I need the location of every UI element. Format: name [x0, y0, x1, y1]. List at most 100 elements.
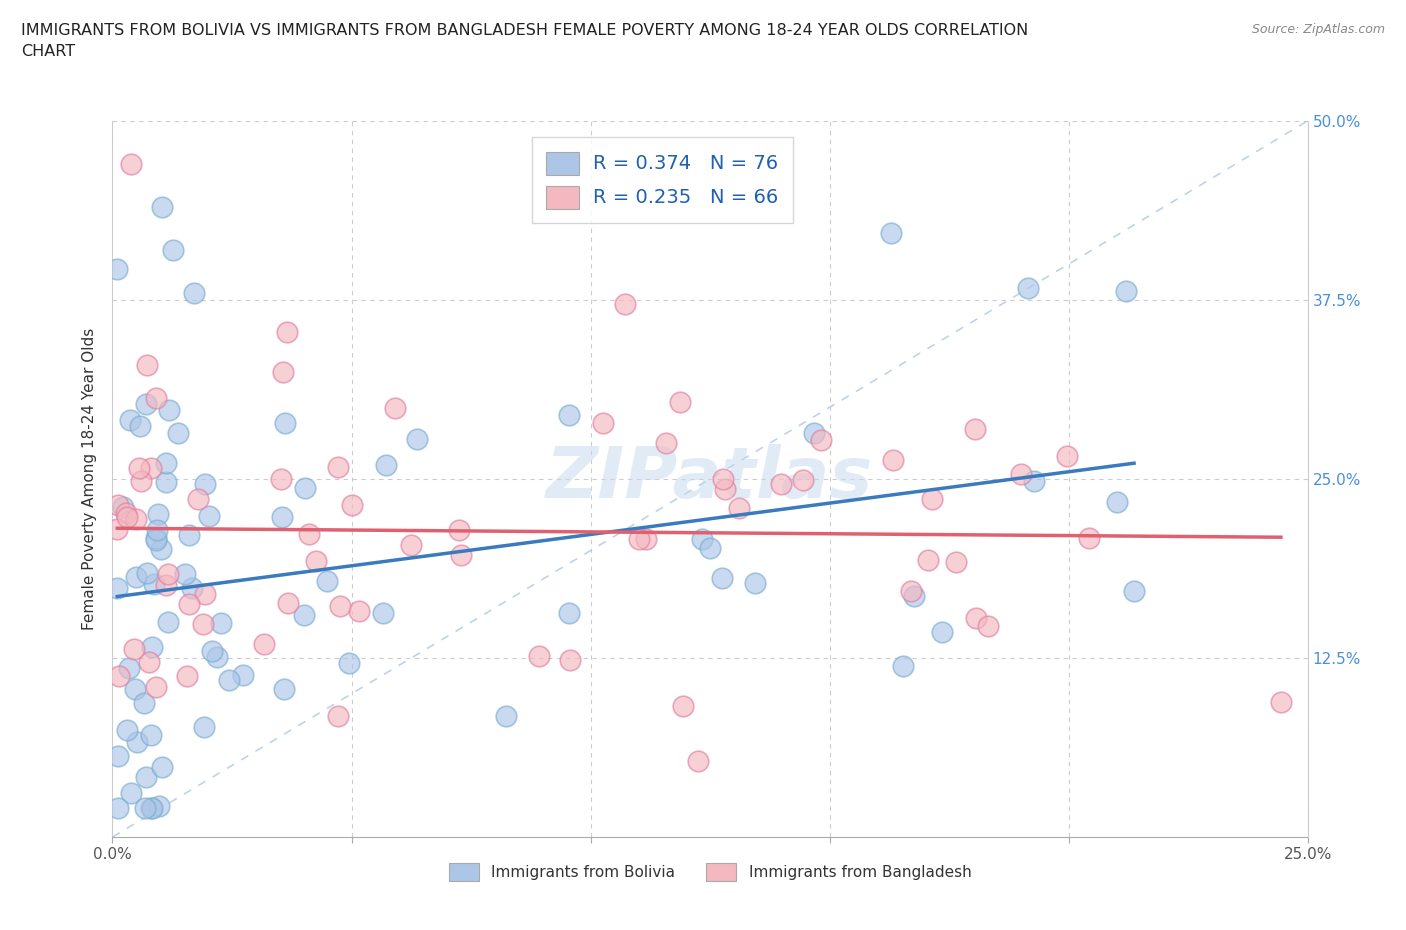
Point: [146, 507, 169, 522]
Point: [690, 532, 713, 547]
Point: [686, 753, 709, 768]
Text: Source: ZipAtlas.com: Source: ZipAtlas.com: [1251, 23, 1385, 36]
Point: [201, 644, 224, 658]
Point: [328, 459, 350, 474]
Point: [976, 618, 998, 633]
Point: [159, 403, 181, 418]
Point: [142, 577, 165, 591]
Point: [105, 580, 128, 595]
Point: [628, 531, 651, 546]
Point: [1022, 473, 1045, 488]
Point: [669, 394, 692, 409]
Point: [1270, 695, 1292, 710]
Point: [179, 596, 201, 611]
Point: [965, 611, 987, 626]
Point: [384, 400, 406, 415]
Point: [271, 510, 294, 525]
Point: [135, 396, 157, 411]
Point: [900, 584, 922, 599]
Point: [655, 435, 678, 450]
Point: [187, 492, 209, 507]
Point: [145, 533, 167, 548]
Point: [128, 418, 150, 433]
Point: [558, 605, 581, 620]
Point: [120, 156, 142, 171]
Point: [118, 660, 141, 675]
Point: [108, 668, 131, 683]
Point: [194, 476, 217, 491]
Point: [276, 324, 298, 339]
Point: [710, 571, 733, 586]
Point: [162, 243, 184, 258]
Point: [124, 570, 146, 585]
Point: [150, 199, 173, 214]
Point: [399, 538, 422, 552]
Point: [120, 785, 142, 800]
Point: [342, 498, 364, 512]
Point: [173, 566, 195, 581]
Point: [145, 391, 167, 405]
Point: [135, 566, 157, 581]
Point: [115, 510, 138, 525]
Point: [450, 548, 472, 563]
Point: [882, 452, 904, 467]
Point: [157, 566, 180, 581]
Point: [105, 522, 128, 537]
Point: [167, 426, 190, 441]
Point: [209, 616, 232, 631]
Point: [155, 456, 177, 471]
Point: [139, 460, 162, 475]
Point: [527, 648, 550, 663]
Point: [699, 540, 721, 555]
Point: [931, 624, 953, 639]
Point: [148, 799, 170, 814]
Text: ZIPatlas: ZIPatlas: [547, 445, 873, 513]
Point: [1123, 583, 1146, 598]
Point: [405, 432, 427, 446]
Point: [329, 599, 352, 614]
Point: [141, 801, 163, 816]
Point: [134, 801, 156, 816]
Point: [792, 472, 814, 487]
Point: [316, 573, 339, 588]
Point: [124, 682, 146, 697]
Point: [156, 615, 179, 630]
Point: [592, 416, 614, 431]
Point: [614, 297, 637, 312]
Point: [921, 492, 943, 507]
Point: [183, 286, 205, 300]
Point: [560, 652, 582, 667]
Point: [135, 769, 157, 784]
Point: [155, 578, 177, 592]
Point: [139, 728, 162, 743]
Point: [194, 587, 217, 602]
Point: [274, 416, 297, 431]
Point: [711, 472, 734, 486]
Point: [118, 412, 141, 427]
Point: [115, 723, 138, 737]
Point: [728, 500, 751, 515]
Y-axis label: Female Poverty Among 18-24 Year Olds: Female Poverty Among 18-24 Year Olds: [82, 328, 97, 631]
Point: [347, 604, 370, 618]
Point: [218, 673, 240, 688]
Point: [375, 458, 398, 472]
Point: [803, 426, 825, 441]
Point: [298, 527, 321, 542]
Point: [129, 473, 152, 488]
Point: [141, 640, 163, 655]
Point: [270, 472, 292, 486]
Point: [191, 617, 214, 631]
Point: [107, 498, 129, 512]
Point: [636, 532, 658, 547]
Point: [193, 720, 215, 735]
Point: [135, 357, 157, 372]
Point: [339, 656, 361, 671]
Point: [128, 460, 150, 475]
Point: [880, 226, 903, 241]
Point: [1010, 467, 1032, 482]
Point: [198, 508, 221, 523]
Point: [179, 527, 201, 542]
Point: [232, 668, 254, 683]
Point: [207, 650, 229, 665]
Point: [965, 421, 987, 436]
